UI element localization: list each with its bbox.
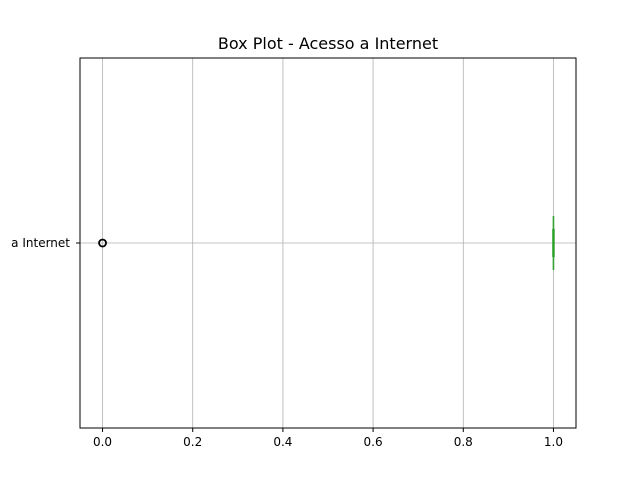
x-tick-label: 1.0: [544, 435, 563, 449]
x-tick-label: 0.6: [364, 435, 383, 449]
x-tick-label: 0.4: [273, 435, 292, 449]
chart-title: Box Plot - Acesso a Internet: [218, 34, 438, 53]
y-tick-label: a Internet: [11, 236, 70, 250]
x-tick-label: 0.2: [183, 435, 202, 449]
outlier-point: [98, 238, 107, 248]
y-axis: a Internet: [11, 236, 80, 250]
grid-lines: [80, 58, 576, 428]
x-tick-label: 0.0: [93, 435, 112, 449]
plot-marks: [98, 216, 555, 270]
x-axis: 0.0 0.2 0.4 0.6 0.8 1.0: [93, 428, 563, 449]
x-tick-label: 0.8: [454, 435, 473, 449]
